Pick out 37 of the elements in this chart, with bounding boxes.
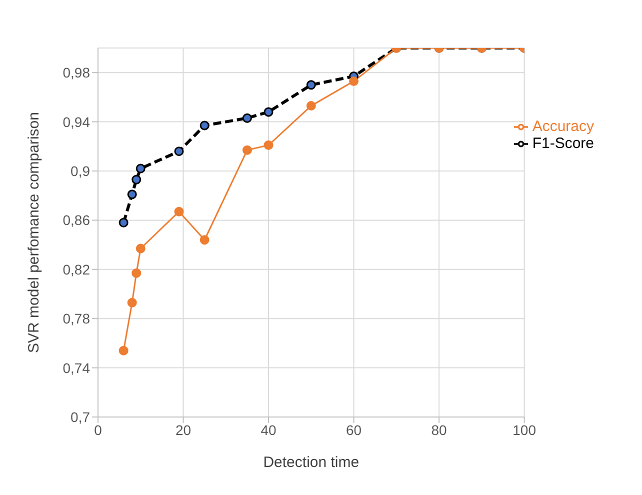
point [349, 76, 359, 86]
point [264, 107, 274, 117]
x-tick-label: 0 [94, 422, 102, 438]
x-tick-label: 80 [431, 422, 448, 438]
y-tick-label: 0,7 [70, 408, 90, 425]
y-tick-label: 0,78 [62, 310, 90, 327]
x-tick-label: 40 [260, 422, 277, 438]
point [264, 140, 274, 150]
point [174, 146, 184, 156]
legend-label: Accuracy [532, 118, 594, 135]
y-tick-label: 0,74 [62, 360, 90, 376]
point [136, 244, 146, 254]
y-tick-label: 0,94 [62, 114, 90, 130]
point [306, 101, 316, 111]
x-tick-label: 60 [346, 422, 362, 438]
point [132, 174, 142, 184]
point [200, 120, 210, 130]
x-tick-label: 20 [175, 422, 192, 438]
y-tick-label: 0,86 [62, 212, 90, 228]
y-axis-title: SVR model perfomance comparison [25, 112, 42, 353]
x-tick-label: 100 [512, 422, 536, 438]
legend-label: F1-Score [532, 135, 594, 152]
y-tick-label: 0,98 [62, 64, 90, 81]
x-axis-title: Detection time [263, 454, 360, 471]
point [136, 164, 146, 174]
point [127, 298, 137, 308]
point [118, 218, 128, 228]
point [118, 346, 128, 356]
y-tick-label: 0,9 [70, 162, 90, 179]
point [200, 235, 210, 245]
y-tick-label: 0,82 [62, 261, 90, 278]
point [174, 206, 184, 216]
point [132, 268, 142, 278]
point [242, 113, 252, 123]
point [127, 190, 137, 200]
point [242, 145, 252, 155]
point [306, 80, 316, 90]
